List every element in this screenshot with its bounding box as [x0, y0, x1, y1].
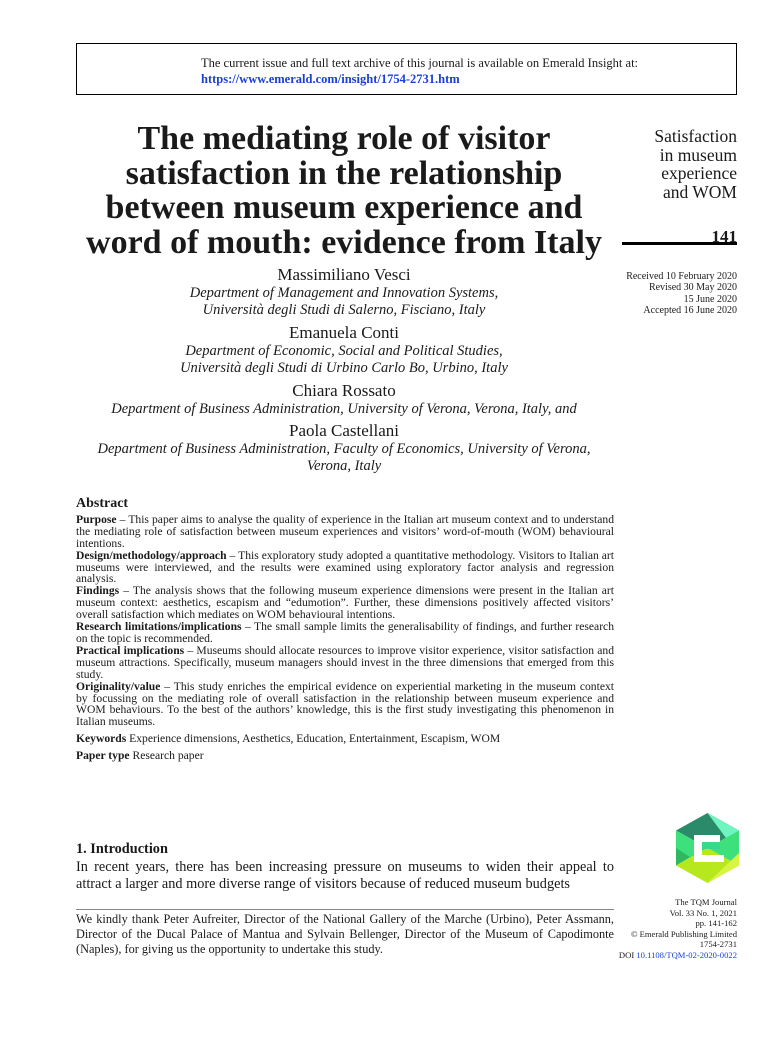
author-affiliation: Verona, Italy — [306, 458, 382, 474]
journal-copyright: © Emerald Publishing Limited — [630, 928, 737, 939]
section-label: Design/methodology/approach — [76, 548, 227, 562]
paper-type-label: Paper type — [76, 749, 130, 763]
section-text: – This study enriches the empirical evid… — [76, 679, 614, 729]
intro-text: In recent years, there has been increasi… — [76, 858, 614, 893]
abstract-limitations: Research limitations/implications – The … — [76, 621, 614, 645]
paper-title: The mediating role of visitor satisfacti… — [76, 120, 612, 261]
running-title-line: Satisfaction — [654, 126, 737, 146]
introduction: 1. Introduction In recent years, there h… — [76, 841, 614, 894]
title-line: between museum experience and — [105, 189, 583, 226]
section-text: – This paper aims to analyse the quality… — [76, 512, 614, 550]
section-text: – Museums should allocate resources to i… — [76, 643, 614, 681]
section-text: – The analysis shows that the following … — [76, 584, 614, 622]
date-accepted: Accepted 16 June 2020 — [643, 304, 737, 316]
article-dates: Received 10 February 2020 Revised 30 May… — [600, 271, 737, 316]
section-text: – The small sample limits the generalisa… — [76, 620, 614, 645]
author-block: Chiara Rossato Department of Business Ad… — [76, 381, 612, 418]
journal-access-box: The current issue and full text archive … — [76, 43, 737, 95]
running-title-line: and WOM — [662, 181, 737, 202]
author-name: Chiara Rossato — [292, 381, 396, 400]
logo-facet — [707, 813, 739, 838]
abstract-practical: Practical implications – Museums should … — [76, 643, 614, 681]
journal-name: The TQM Journal — [675, 897, 737, 907]
running-title-line: experience — [661, 163, 737, 183]
title-rule — [622, 242, 737, 245]
journal-issn: 1754-2731 — [699, 939, 737, 949]
logo-facet — [676, 848, 690, 866]
running-title: Satisfaction in museum experience and WO… — [616, 127, 737, 201]
doi-link[interactable]: 10.1108/TQM-02-2020-0022 — [636, 949, 737, 960]
section-text: – This exploratory study adopted a quant… — [76, 548, 614, 586]
keywords-text: Experience dimensions, Aesthetics, Educa… — [126, 732, 501, 746]
logo-c-shape — [694, 835, 724, 862]
author-name: Massimiliano Vesci — [277, 265, 411, 284]
abstract-originality: Originality/value – This study enriches … — [76, 679, 614, 729]
logo-facet — [702, 842, 720, 849]
author-affiliation: Università degli Studi di Urbino Carlo B… — [180, 360, 508, 376]
section-label: Originality/value — [76, 679, 161, 693]
abstract-findings: Findings – The analysis shows that the f… — [76, 585, 614, 621]
doi-label: DOI — [618, 949, 637, 960]
author-affiliation: Department of Business Administration, F… — [97, 441, 591, 457]
journal-info: The TQM Journal Vol. 33 No. 1, 2021 pp. … — [600, 897, 737, 960]
page-number: 141 — [711, 227, 738, 246]
date-revised: Revised 30 May 2020 — [648, 282, 737, 294]
author-name: Paola Castellani — [288, 421, 399, 440]
journal-pages: pp. 141-162 — [695, 918, 737, 928]
section-label: Practical implications — [76, 643, 185, 657]
author-affiliation: Università degli Studi di Salerno, Fisci… — [202, 302, 486, 318]
logo-facet — [707, 830, 739, 866]
logo-facet — [707, 853, 739, 883]
author-block: Paola Castellani Department of Business … — [76, 421, 612, 475]
journal-volume: Vol. 33 No. 1, 2021 — [669, 907, 737, 918]
author-affiliation: Department of Economic, Social and Polit… — [185, 343, 503, 359]
journal-link[interactable]: https://www.emerald.com/insight/1754-273… — [201, 72, 460, 86]
title-line: satisfaction in the relationship — [125, 154, 563, 192]
author-name: Emanuela Conti — [288, 323, 399, 342]
title-line: word of mouth: evidence from Italy — [86, 223, 602, 261]
section-label: Purpose — [76, 512, 117, 526]
emerald-logo-icon — [676, 813, 739, 883]
abstract-design: Design/methodology/approach – This explo… — [76, 548, 614, 586]
section-label: Research limitations/implications — [76, 620, 242, 634]
author-affiliation: Department of Management and Innovation … — [189, 285, 499, 301]
keywords-label: Keywords — [76, 732, 127, 746]
author-block: Emanuela Conti Department of Economic, S… — [76, 323, 612, 377]
running-title-line: in museum — [659, 144, 737, 165]
intro-heading: 1. Introduction — [76, 841, 168, 857]
footnote-divider — [76, 909, 614, 910]
date-revised-2: 15 June 2020 — [683, 293, 737, 305]
access-text: The current issue and full text archive … — [201, 56, 639, 70]
abstract-heading: Abstract — [76, 496, 129, 511]
journal-doi: DOI 10.1108/TQM-02-2020-0022 — [600, 950, 737, 961]
paper-type-text: Research paper — [129, 749, 204, 763]
keywords: Keywords Experience dimensions, Aestheti… — [76, 733, 614, 745]
footnote: We kindly thank Peter Aufreiter, Directo… — [76, 912, 614, 957]
date-received: Received 10 February 2020 — [626, 271, 737, 282]
abstract: Abstract Purpose – This paper aims to an… — [76, 496, 614, 762]
author-affiliation: Department of Business Administration, U… — [111, 401, 577, 417]
abstract-purpose: Purpose – This paper aims to analyse the… — [76, 512, 614, 550]
title-line: The mediating role of visitor — [137, 120, 551, 157]
author-block: Massimiliano Vesci Department of Managem… — [76, 265, 612, 319]
paper-type: Paper type Research paper — [76, 750, 614, 762]
section-label: Findings — [76, 584, 120, 598]
